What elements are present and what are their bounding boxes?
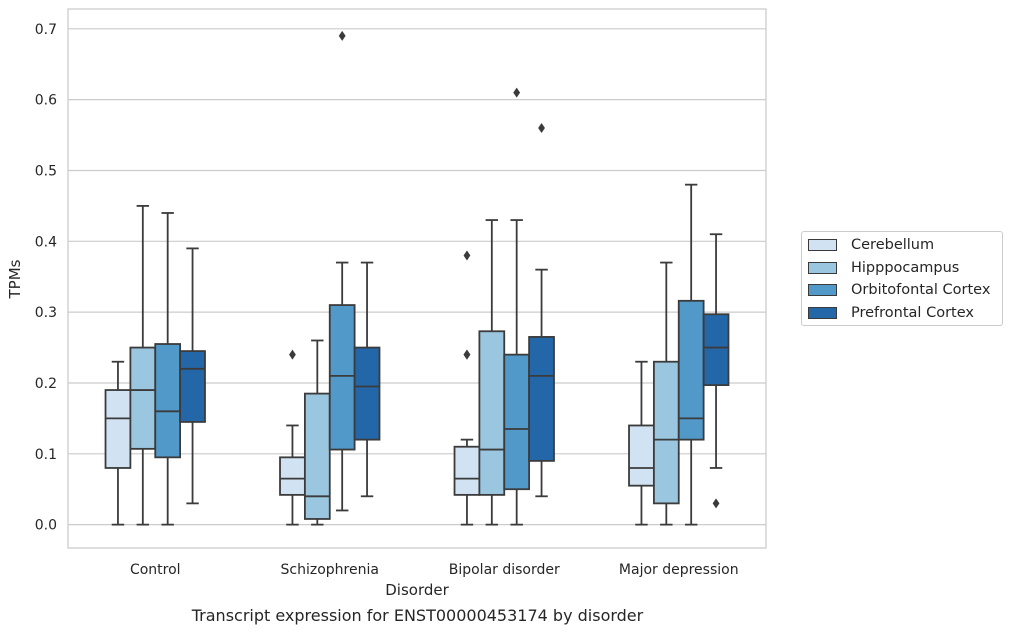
- legend-item-prefrontal-cortex: Prefrontal Cortex: [808, 303, 974, 323]
- y-tick-label: 0.6: [35, 93, 57, 109]
- box-cerebellum: [104, 360, 132, 526]
- box-iqr: [652, 360, 680, 505]
- box-iqr: [353, 346, 381, 441]
- box-iqr: [628, 424, 655, 487]
- box-iqr: [104, 389, 132, 469]
- legend-swatch: [808, 262, 837, 274]
- outlier-point: [463, 250, 471, 261]
- y-tick-label: 0.5: [35, 163, 57, 179]
- legend-swatch: [808, 307, 837, 319]
- legend-label: Hipppocampus: [851, 260, 960, 276]
- legend-swatch: [808, 284, 837, 296]
- box-iqr: [503, 353, 531, 491]
- box-iqr: [328, 304, 356, 451]
- outlier-point: [513, 87, 521, 98]
- box-iqr: [478, 330, 506, 496]
- y-tick-label: 0.3: [35, 305, 57, 321]
- y-tick-label: 0.0: [35, 518, 57, 534]
- box-orbitofontal-cortex: [503, 87, 531, 526]
- x-tick-label: Bipolar disorder: [449, 562, 560, 578]
- outlier-point: [463, 349, 471, 360]
- y-tick-label: 0.4: [35, 234, 57, 250]
- y-tick-labels: 0.0 0.1 0.2 0.3 0.4 0.5 0.6 0.7: [35, 22, 57, 534]
- box-orbitofontal-cortex: [328, 30, 356, 512]
- legend-label: Cerebellum: [851, 237, 935, 253]
- outlier-point: [712, 498, 720, 509]
- box-layer: [104, 30, 730, 526]
- box-iqr: [129, 346, 157, 450]
- box-orbitofontal-cortex: [677, 183, 705, 526]
- box-cerebellum: [628, 360, 655, 526]
- box-iqr: [303, 392, 331, 520]
- box-iqr: [279, 456, 306, 496]
- outlier-point: [289, 349, 296, 360]
- legend-label: Prefrontal Cortex: [851, 305, 974, 321]
- outlier-point: [538, 122, 545, 133]
- box-hipppocampus: [652, 261, 680, 526]
- box-hipppocampus: [303, 339, 331, 526]
- box-prefrontal-cortex: [179, 247, 206, 505]
- box-iqr: [154, 343, 182, 459]
- box-iqr: [702, 313, 730, 386]
- box-hipppocampus: [478, 219, 506, 526]
- box-iqr: [528, 336, 555, 462]
- y-tick-label: 0.7: [35, 22, 57, 38]
- outlier-point: [338, 30, 346, 41]
- box-prefrontal-cortex: [528, 122, 555, 498]
- y-tick-label: 0.2: [35, 376, 57, 392]
- box-prefrontal-cortex: [353, 261, 381, 498]
- legend: Cerebellum Hipppocampus Orbitofontal Cor…: [801, 231, 1003, 326]
- box-cerebellum: [453, 250, 481, 526]
- legend-item-orbitofrontal-cortex: Orbitofontal Cortex: [808, 280, 990, 300]
- box-cerebellum: [279, 349, 306, 526]
- plot-frame: [67, 8, 767, 549]
- y-axis-title: TPMs: [6, 259, 24, 299]
- box-orbitofontal-cortex: [154, 212, 182, 526]
- box-iqr: [453, 445, 481, 496]
- x-tick-labels: Control Schizophrenia Bipolar disorder Majo…: [130, 562, 739, 578]
- y-tick-label: 0.1: [35, 447, 57, 463]
- legend-item-cerebellum: Cerebellum: [808, 235, 934, 255]
- chart-title: Transcript expression for ENST0000045317…: [191, 606, 644, 625]
- x-axis-title: Disorder: [385, 581, 449, 599]
- box-iqr: [179, 350, 206, 423]
- box-hipppocampus: [129, 205, 157, 526]
- x-tick-label: Major depression: [619, 562, 739, 578]
- x-tick-label: Control: [130, 562, 181, 578]
- x-tick-label: Schizophrenia: [281, 562, 379, 578]
- legend-label: Orbitofontal Cortex: [851, 282, 991, 298]
- legend-item-hippocampus: Hipppocampus: [808, 258, 959, 278]
- box-prefrontal-cortex: [702, 233, 730, 509]
- legend-swatch: [808, 239, 837, 251]
